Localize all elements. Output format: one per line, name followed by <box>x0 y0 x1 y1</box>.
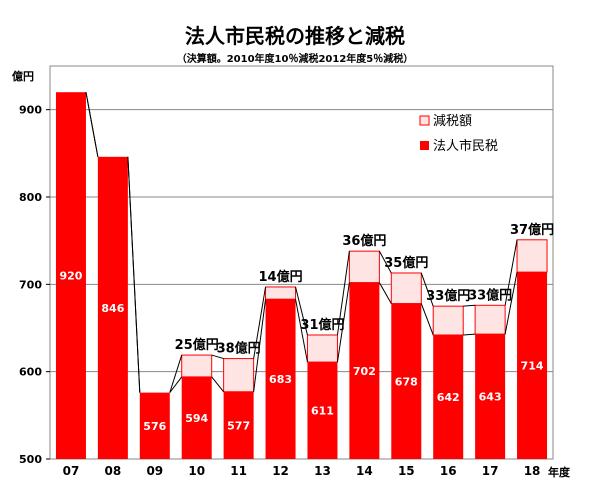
connector-line-base <box>85 92 99 157</box>
bar-tax <box>475 334 506 459</box>
reduction-label: 38億円 <box>217 341 261 357</box>
y-tick-label: 600 <box>19 366 42 379</box>
reduction-label: 35億円 <box>384 255 428 271</box>
bar-reduction <box>265 286 297 300</box>
bar-reduction <box>181 354 213 378</box>
bar-tax <box>55 92 86 459</box>
value-label: 714 <box>521 360 544 373</box>
connector-line-base <box>295 299 308 363</box>
connector-line-top <box>420 272 434 307</box>
value-label: 576 <box>143 420 166 433</box>
value-label: 577 <box>227 419 250 432</box>
bar-reduction <box>390 272 422 305</box>
connector-lines <box>85 92 518 393</box>
y-tick-label: 700 <box>19 278 42 291</box>
bar-tax <box>265 299 296 459</box>
connector-line-base <box>211 376 225 393</box>
bar-tax <box>349 282 380 459</box>
chart-subtitle: （決算額。2010年度10％減税2012年度5％減税） <box>177 52 414 65</box>
legend-swatch-reduction <box>419 115 430 126</box>
bar-tax <box>181 376 212 459</box>
connector-line-top <box>378 250 392 274</box>
bar-tax <box>139 392 170 459</box>
x-tick-label: 11 <box>230 464 247 478</box>
legend: 減税額 法人市民税 <box>419 113 498 154</box>
connector-line-top <box>336 251 350 336</box>
y-tick-label: 500 <box>19 453 42 466</box>
value-label: 702 <box>353 365 376 378</box>
bar-reduction <box>474 304 506 335</box>
value-label: 846 <box>101 302 124 315</box>
bar-reduction <box>306 334 338 363</box>
x-tick-label: 14 <box>356 464 373 478</box>
chart-title: 法人市民税の推移と減税 <box>185 24 405 48</box>
value-label: 643 <box>479 391 502 404</box>
y-tick-label: 800 <box>19 191 42 204</box>
x-tick-label: 17 <box>482 464 499 478</box>
bar-reduction <box>516 239 548 273</box>
bar-tax <box>97 156 128 459</box>
value-label: 920 <box>59 270 82 283</box>
x-tick-label: 10 <box>188 464 205 478</box>
legend-label-tax: 法人市民税 <box>433 138 498 154</box>
x-tick-label: 09 <box>146 464 163 478</box>
connector-line-top <box>463 304 476 307</box>
bar-tax <box>307 362 338 459</box>
x-tick-label: 13 <box>314 464 331 478</box>
connector-line-top <box>504 239 518 306</box>
x-tick-label: 15 <box>398 464 415 478</box>
bar-tax <box>433 334 464 459</box>
plot-area <box>49 65 554 460</box>
y-tick-label: 900 <box>19 104 42 117</box>
connector-line-base <box>336 282 350 363</box>
data-labels: 920 846 576 594 25億円 577 38億円 683 14億円 611 31億円 702… <box>59 222 554 433</box>
y-axis-label: 億円 <box>12 69 34 83</box>
bar-reduction <box>432 305 464 336</box>
axes: 500 600 700 800 900 07 08 09 10 11 12 13 14 15 16 17 18 <box>19 104 540 478</box>
x-axis-label: 年度 <box>548 465 571 479</box>
connector-line-base <box>420 303 434 336</box>
legend-label-reduction: 減税額 <box>433 113 472 129</box>
bar-tax <box>223 391 254 459</box>
legend-swatch-tax <box>420 141 429 150</box>
connector-line-base <box>463 333 476 336</box>
x-tick-label: 08 <box>105 464 122 478</box>
connector-line-top <box>169 354 183 393</box>
connector-line-top <box>295 286 308 336</box>
reduction-label: 31億円 <box>300 317 344 333</box>
connector-line-base <box>504 272 518 335</box>
connector-line-base <box>378 282 392 304</box>
value-label: 683 <box>269 373 292 386</box>
bar-tax <box>391 303 422 459</box>
bar-reduction <box>223 358 255 393</box>
value-label: 594 <box>185 412 208 425</box>
connector-line-top <box>211 354 224 360</box>
reduction-label: 36億円 <box>342 233 386 249</box>
x-tick-label: 12 <box>272 464 289 478</box>
x-tick-label: 18 <box>524 464 541 478</box>
value-label: 678 <box>395 375 418 388</box>
connector-line-base <box>253 299 267 392</box>
bars <box>55 92 548 459</box>
connector-line-base <box>127 156 141 393</box>
bar-tax <box>517 272 548 459</box>
x-tick-label: 07 <box>63 464 80 478</box>
connector-line-top <box>253 286 267 359</box>
reduction-label: 25億円 <box>175 337 219 353</box>
reduction-label: 14億円 <box>258 269 302 285</box>
value-label: 642 <box>437 391 460 404</box>
x-tick-label: 16 <box>440 464 457 478</box>
connector-line-base <box>169 376 183 393</box>
value-label: 611 <box>311 405 334 418</box>
reduction-label: 33億円 <box>426 288 470 304</box>
reduction-label: 33億円 <box>468 287 512 303</box>
bar-reduction <box>348 250 380 284</box>
reduction-label: 37億円 <box>510 222 554 238</box>
